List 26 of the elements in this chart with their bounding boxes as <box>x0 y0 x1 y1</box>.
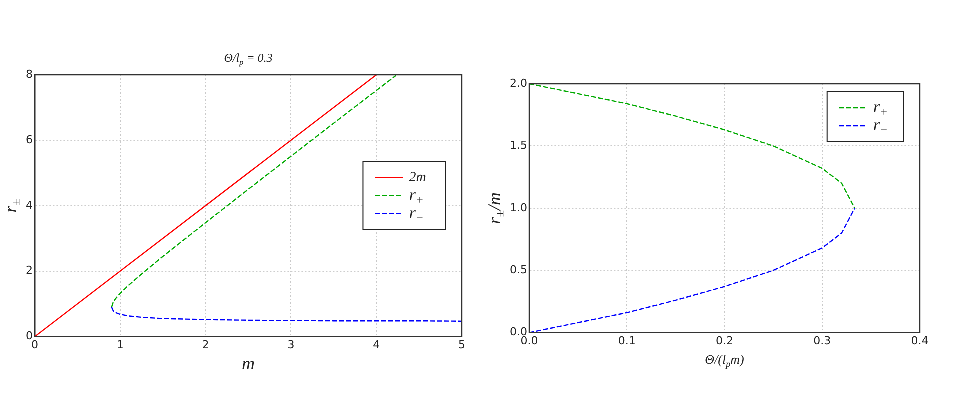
line-series <box>111 75 397 308</box>
y-tick-label: 6 <box>26 133 33 146</box>
x-tick-label: 5 <box>458 338 466 352</box>
x-tick-label: 0.0 <box>520 334 538 348</box>
y-tick-label: 1.0 <box>510 201 528 214</box>
y-tick-label: 8 <box>26 68 33 81</box>
y-tick-label: 0.5 <box>510 263 528 276</box>
y-tick-label: 1.5 <box>510 139 528 152</box>
x-tick-label: 3 <box>288 338 295 352</box>
y-tick-label: 4 <box>26 198 33 212</box>
x-tick-label: 0.4 <box>911 334 929 348</box>
line-series <box>529 208 856 333</box>
x-tick-label: 2 <box>202 338 210 352</box>
y-tick-label: 2 <box>26 264 33 278</box>
y-tick-label: 2.0 <box>510 76 528 90</box>
x-tick-label: 1 <box>116 338 124 352</box>
x-tick-label: 0.2 <box>716 334 734 348</box>
x-tick-label: 0.3 <box>814 334 832 348</box>
x-tick-label: 4 <box>373 338 380 352</box>
y-axis-title: r±/m <box>484 192 508 224</box>
line-series <box>111 306 462 322</box>
x-axis-title: m <box>242 354 255 374</box>
line-series <box>529 84 856 209</box>
x-tick-label: 0.1 <box>618 334 636 348</box>
y-axis-title: r± <box>0 198 24 213</box>
legend-label: 2m <box>409 170 426 186</box>
